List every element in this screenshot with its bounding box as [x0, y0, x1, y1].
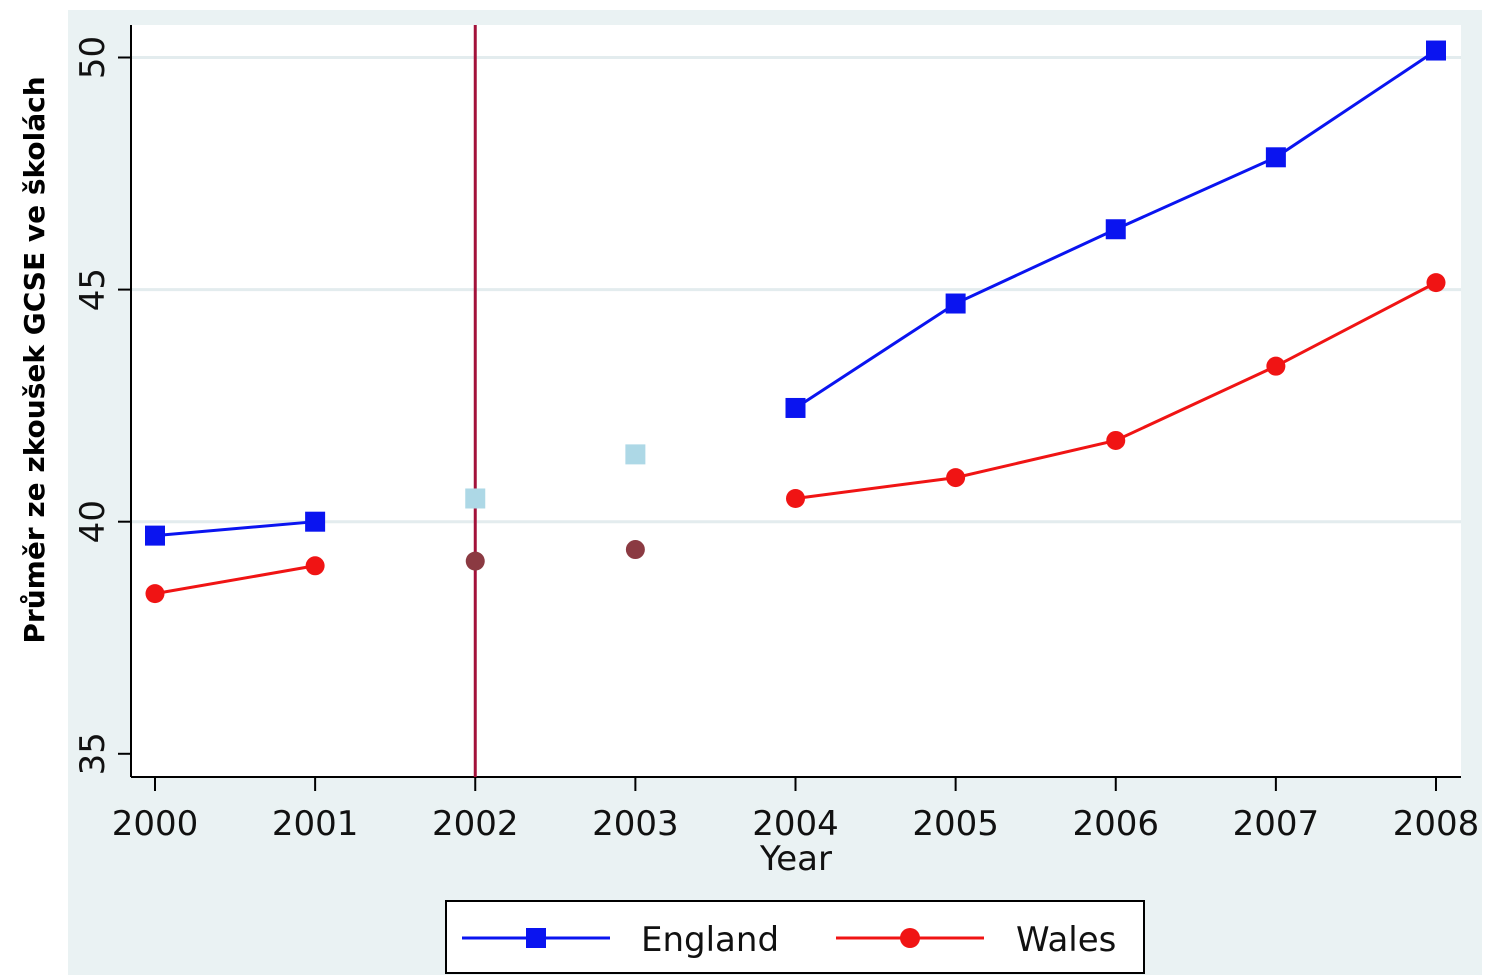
point-england-2004 — [785, 397, 806, 418]
point-wales-2006 — [1106, 430, 1126, 450]
series-group — [145, 40, 1446, 604]
point-wales-2000 — [145, 584, 165, 604]
y-tick-label-50: 50 — [73, 36, 113, 79]
gridlines — [131, 55, 1461, 524]
point-wales-2007 — [1266, 356, 1286, 376]
legend: England Wales — [445, 900, 1145, 974]
x-tick-label-2003: 2003 — [592, 804, 679, 844]
y-axis-title: Průměr ze zkoušek GCSE ve školách — [18, 76, 51, 643]
point-england-2006 — [1105, 219, 1126, 240]
x-axis-title: Year — [759, 839, 832, 879]
point-england-2000 — [145, 525, 165, 546]
point-wales-2001 — [305, 556, 325, 576]
point-wales-2005 — [946, 468, 966, 488]
point-england-2007 — [1265, 147, 1286, 168]
y-tick-label-35: 35 — [73, 732, 113, 775]
point-wales-2002 — [465, 551, 485, 571]
x-tick-label-2000: 2000 — [112, 804, 199, 844]
point-england-2001 — [305, 511, 326, 532]
point-wales-2008 — [1426, 273, 1446, 293]
y-tick-label-40: 40 — [73, 500, 113, 543]
y-tick-label-45: 45 — [73, 268, 113, 311]
legend-marker-england — [526, 928, 546, 948]
point-england-2002 — [465, 488, 486, 509]
x-tick-label-2001: 2001 — [272, 804, 359, 844]
legend-label-england: England — [641, 920, 779, 960]
point-wales-2003 — [625, 540, 645, 560]
point-england-2005 — [945, 293, 966, 314]
x-tick-label-2002: 2002 — [432, 804, 519, 844]
legend-label-wales: Wales — [1016, 920, 1116, 960]
point-england-2003 — [625, 444, 646, 465]
series-line-wales — [154, 564, 316, 596]
point-wales-2004 — [786, 488, 805, 508]
x-tick-label-2004: 2004 — [752, 804, 839, 844]
x-ticks: 2000 2001 2002 2003 2004 2005 2006 2007 2008 — [112, 777, 1480, 844]
point-england-2008 — [1426, 40, 1446, 61]
series-line-england — [154, 520, 316, 538]
x-tick-label-2005: 2005 — [912, 804, 999, 844]
x-tick-label-2007: 2007 — [1233, 804, 1320, 844]
y-ticks: 35 40 45 50 — [73, 36, 131, 775]
legend-marker-wales — [900, 928, 920, 948]
x-tick-label-2006: 2006 — [1072, 804, 1159, 844]
x-tick-label-2008: 2008 — [1393, 804, 1480, 844]
